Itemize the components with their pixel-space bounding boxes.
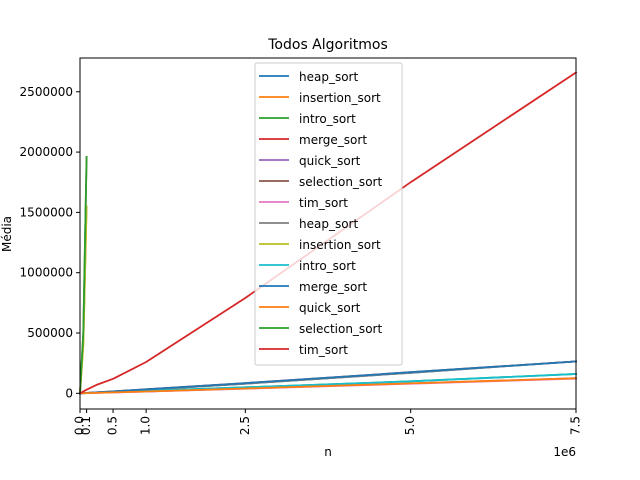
- legend-label: merge_sort: [299, 133, 367, 147]
- legend-label: selection_sort: [299, 322, 382, 336]
- legend-label: insertion_sort: [299, 91, 381, 105]
- legend-label: merge_sort: [299, 280, 367, 294]
- x-tick-label: 0.1: [79, 416, 93, 435]
- x-tick-label: 0.0: [73, 416, 87, 435]
- legend-box: [254, 62, 403, 366]
- y-tick-label: 2000000: [20, 145, 73, 159]
- legend-label: tim_sort: [299, 196, 348, 210]
- y-tick-label: 500000: [27, 326, 73, 340]
- series-line-selection-sort-13: [79, 155, 88, 395]
- y-axis: 0 500000 1000000 1500000 2000000 2500000: [20, 85, 80, 400]
- legend-label: tim_sort: [299, 343, 348, 357]
- x-tick-label: 7.5: [569, 416, 583, 435]
- series-line-quick-sort-12: [79, 377, 577, 395]
- x-axis-label: n: [324, 445, 332, 459]
- x-tick-label: 5.0: [403, 416, 417, 435]
- legend-label: intro_sort: [299, 259, 356, 273]
- legend-label: heap_sort: [299, 217, 358, 231]
- legend-label: insertion_sort: [299, 238, 381, 252]
- plot-frame: [79, 57, 577, 410]
- chart-title: Todos Algoritmos: [267, 37, 388, 53]
- legend-label: heap_sort: [299, 70, 358, 84]
- y-axis-label: Média: [0, 216, 14, 252]
- x-axis: 0.00.1 0.5 1.0 2.5 5.0 7.5: [73, 409, 583, 435]
- x-tick-label: 1.0: [139, 416, 153, 435]
- y-tick-label: 1500000: [20, 205, 73, 219]
- y-tick-label: 2500000: [20, 85, 73, 99]
- legend-label: intro_sort: [299, 112, 356, 126]
- legend-label: quick_sort: [299, 301, 361, 315]
- legend-label: quick_sort: [299, 154, 361, 168]
- y-tick-label: 1000000: [20, 266, 73, 280]
- y-tick-label: 0: [65, 386, 73, 400]
- x-tick-label: 0.5: [106, 416, 120, 435]
- plot-series-group: [78, 71, 578, 395]
- x-tick-label: 2.5: [238, 416, 252, 435]
- legend-label: selection_sort: [299, 175, 382, 189]
- x-offset-label: 1e6: [553, 445, 576, 459]
- legend: heap_sort insertion_sort intro_sort merge_s…: [254, 62, 403, 366]
